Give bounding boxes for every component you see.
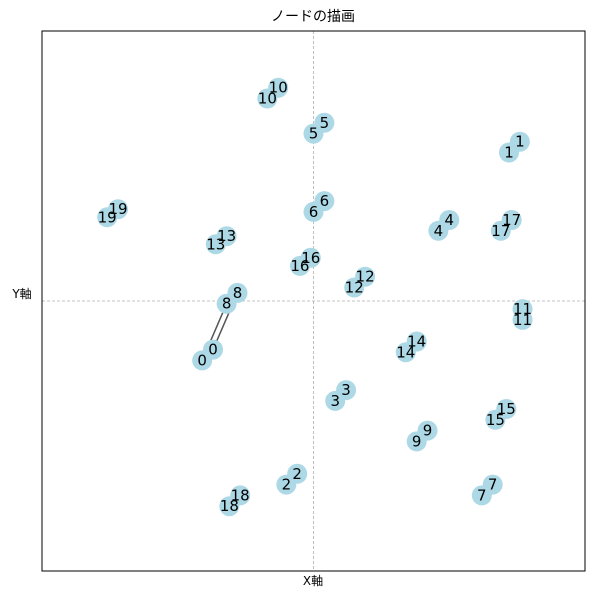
plot-frame [41, 30, 586, 572]
node-label-0-a: 0 [197, 351, 207, 369]
node-label-6-a: 6 [309, 203, 319, 221]
node-label-0-b: 0 [208, 341, 218, 359]
chart-title: ノードの描画 [271, 9, 355, 25]
node-label-16-a: 16 [290, 257, 309, 275]
node-14-b [406, 331, 427, 352]
node-2-b [287, 463, 308, 484]
node-label-7-b: 7 [488, 476, 498, 494]
node-label-10-a: 10 [258, 90, 277, 108]
node-17-b [501, 210, 522, 230]
node-11-b [512, 299, 533, 320]
node-label-14-a: 14 [396, 343, 415, 361]
node-18-b [230, 485, 251, 506]
node-label-13-b: 13 [217, 227, 236, 245]
x-axis-label: X軸 [303, 574, 323, 588]
node-4-b [439, 210, 460, 230]
node-label-18-b: 18 [231, 486, 250, 504]
node-label-14-b: 14 [407, 333, 426, 351]
node-layer: 0011223344556677889910101111121213131414… [97, 77, 533, 517]
node-label-17-b: 17 [502, 211, 521, 229]
node-8-b [227, 282, 248, 303]
node-label-11-a: 11 [513, 311, 532, 329]
node-label-7-a: 7 [477, 486, 487, 504]
node-label-15-a: 15 [486, 411, 505, 429]
node-6-b [314, 191, 335, 212]
node-9-b [417, 420, 438, 441]
node-5-b [314, 112, 335, 133]
node-label-18-a: 18 [220, 497, 239, 515]
node-label-16-b: 16 [301, 249, 320, 267]
node-label-11-b: 11 [513, 300, 532, 318]
node-label-17-a: 17 [491, 222, 510, 240]
node-label-9-a: 9 [412, 432, 422, 450]
node-label-13-a: 13 [206, 235, 225, 253]
node-label-8-b: 8 [233, 284, 243, 302]
node-label-19-b: 19 [108, 200, 127, 218]
node-label-2-b: 2 [292, 465, 302, 483]
node-label-5-a: 5 [309, 125, 319, 143]
node-3-b [336, 380, 357, 401]
node-label-4-b: 4 [444, 211, 454, 229]
node-10-b [268, 77, 289, 98]
node-label-6-b: 6 [320, 192, 330, 210]
node-13-b [216, 226, 237, 247]
node-label-10-b: 10 [269, 79, 288, 97]
node-7-b [482, 474, 503, 495]
y-axis-label: Y軸 [11, 287, 31, 301]
node-label-3-b: 3 [341, 381, 351, 399]
node-label-9-b: 9 [423, 422, 433, 440]
node-16-b [300, 247, 321, 268]
node-label-15-b: 15 [497, 400, 516, 418]
node-label-2-a: 2 [282, 476, 292, 494]
node-label-3-a: 3 [330, 392, 340, 410]
node-1-b [509, 131, 530, 152]
node-label-5-b: 5 [320, 114, 330, 132]
node-label-12-a: 12 [345, 279, 364, 297]
node-12-b [355, 266, 376, 287]
node-15-b [496, 399, 517, 419]
node-label-4-a: 4 [434, 222, 444, 240]
node-label-8-a: 8 [222, 295, 232, 313]
node-label-1-a: 1 [504, 144, 514, 162]
node-label-12-b: 12 [356, 268, 375, 286]
node-label-1-b: 1 [515, 133, 525, 151]
node-19-b [108, 199, 129, 220]
node-0-b [203, 339, 224, 360]
grid-lines [42, 31, 585, 571]
node-label-19-a: 19 [98, 208, 117, 226]
